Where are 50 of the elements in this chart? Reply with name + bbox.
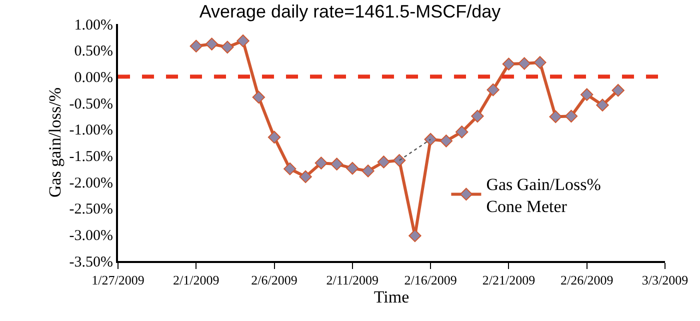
- y-tick-label: -1.00%: [69, 122, 113, 139]
- point: [221, 40, 234, 54]
- x-tick-label: 3/3/2009: [642, 272, 688, 288]
- point: [346, 162, 359, 175]
- point: [330, 158, 344, 170]
- point: [502, 58, 516, 70]
- x-axis-title: Time: [374, 288, 410, 307]
- x-tick-label: 2/6/2009: [251, 272, 298, 288]
- point: [236, 34, 250, 48]
- point: [314, 156, 328, 170]
- y-axis-title: Gas gain/loss/%: [45, 87, 64, 198]
- point: [486, 83, 500, 96]
- point: [564, 110, 578, 123]
- point: [268, 130, 281, 144]
- x-tick-label: 2/11/2009: [326, 272, 379, 288]
- point: [252, 90, 266, 104]
- point: [284, 162, 296, 176]
- point: [205, 38, 218, 50]
- legend-label: Gas Gain/Loss% Cone Meter: [486, 174, 601, 216]
- point: [440, 134, 453, 148]
- point: [424, 132, 437, 146]
- point: [518, 57, 531, 70]
- y-tick-label: -3.50%: [69, 254, 113, 270]
- y-tick-label: -1.50%: [69, 148, 113, 165]
- point: [408, 229, 422, 242]
- y-tick-label: 1.00%: [74, 17, 113, 34]
- x-tick-label: 1/27/2009: [92, 272, 144, 288]
- y-tick-label: -0.50%: [69, 96, 113, 112]
- point: [299, 170, 312, 184]
- point: [190, 40, 202, 52]
- y-tick-label: 0.00%: [74, 70, 113, 86]
- point: [580, 88, 594, 101]
- point: [362, 164, 374, 178]
- x-tick-label: 2/21/2009: [482, 272, 536, 288]
- point: [377, 156, 390, 168]
- point: [534, 56, 546, 69]
- y-tick-label: -2.50%: [69, 202, 113, 218]
- point: [596, 98, 609, 112]
- point: [455, 126, 468, 138]
- x-tick-label: 2/16/2009: [404, 272, 457, 288]
- y-tick-label: -3.00%: [69, 228, 113, 244]
- x-tick-label: 2/26/2009: [560, 272, 614, 288]
- point: [549, 110, 562, 124]
- point: [612, 84, 624, 97]
- point: [471, 110, 484, 123]
- y-tick-label: 0.50%: [74, 44, 113, 60]
- point: [392, 154, 406, 167]
- chart-title: Average daily rate=1461.5-MSCF/day: [199, 1, 501, 22]
- x-tick-label: 2/1/2009: [173, 272, 220, 288]
- y-tick-label: -2.00%: [69, 175, 113, 192]
